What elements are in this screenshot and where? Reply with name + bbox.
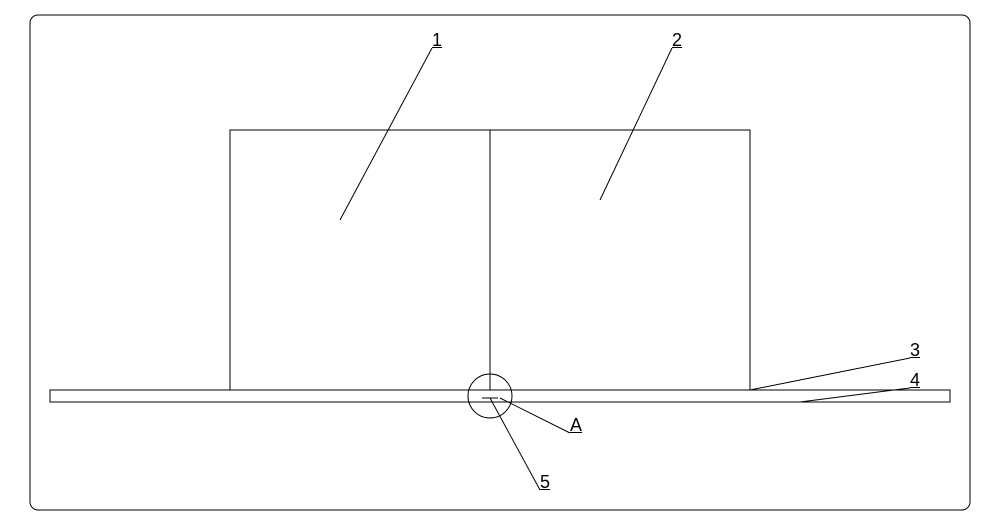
label-4: 4 xyxy=(910,370,920,391)
diagram-canvas: 1 2 3 4 A 5 xyxy=(0,0,1000,525)
leader-1 xyxy=(340,48,432,220)
outer-frame xyxy=(30,15,970,510)
label-2: 2 xyxy=(672,30,682,51)
leader-5 xyxy=(490,398,540,490)
label-3: 3 xyxy=(910,340,920,361)
leader-2 xyxy=(600,48,672,200)
label-1: 1 xyxy=(432,30,442,51)
label-5: 5 xyxy=(540,472,550,493)
label-a: A xyxy=(570,415,582,436)
leader-a xyxy=(500,398,570,433)
box-left xyxy=(230,130,490,390)
leader-3 xyxy=(750,358,910,390)
diagram-svg xyxy=(0,0,1000,525)
box-right xyxy=(490,130,750,390)
